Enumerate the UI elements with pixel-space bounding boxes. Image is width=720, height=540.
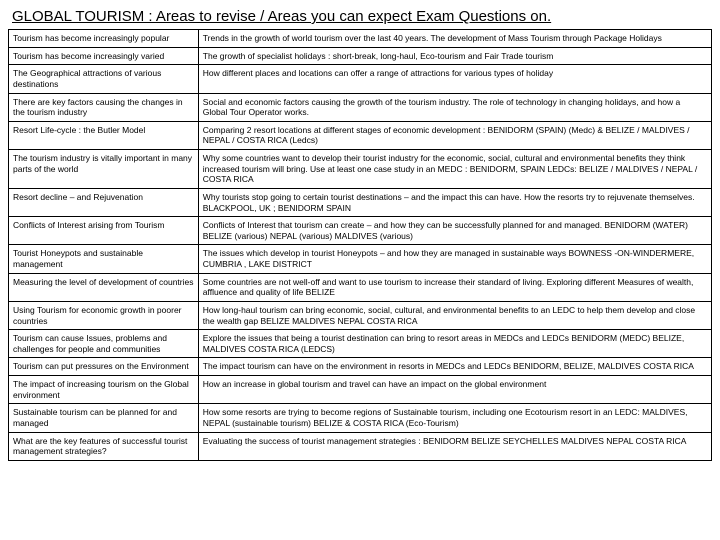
table-row: Tourism has become increasingly popularT… bbox=[9, 30, 712, 48]
table-row: The tourism industry is vitally importan… bbox=[9, 150, 712, 189]
topic-cell: What are the key features of successful … bbox=[9, 432, 199, 460]
table-row: Tourism has become increasingly variedTh… bbox=[9, 47, 712, 65]
table-row: Tourism can put pressures on the Environ… bbox=[9, 358, 712, 376]
detail-cell: Why some countries want to develop their… bbox=[198, 150, 711, 189]
topic-cell: Tourism can cause Issues, problems and c… bbox=[9, 330, 199, 358]
topic-cell: Measuring the level of development of co… bbox=[9, 273, 199, 301]
table-row: Sustainable tourism can be planned for a… bbox=[9, 404, 712, 432]
table-row: Conflicts of Interest arising from Touri… bbox=[9, 217, 712, 245]
detail-cell: The impact tourism can have on the envir… bbox=[198, 358, 711, 376]
topic-cell: The tourism industry is vitally importan… bbox=[9, 150, 199, 189]
topic-cell: Resort Life-cycle : the Butler Model bbox=[9, 121, 199, 149]
detail-cell: The issues which develop in tourist Hone… bbox=[198, 245, 711, 273]
topic-cell: Using Tourism for economic growth in poo… bbox=[9, 301, 199, 329]
topic-cell: Tourism can put pressures on the Environ… bbox=[9, 358, 199, 376]
table-row: Measuring the level of development of co… bbox=[9, 273, 712, 301]
detail-cell: How long-haul tourism can bring economic… bbox=[198, 301, 711, 329]
detail-cell: The growth of specialist holidays : shor… bbox=[198, 47, 711, 65]
table-row: The impact of increasing tourism on the … bbox=[9, 376, 712, 404]
detail-cell: How an increase in global tourism and tr… bbox=[198, 376, 711, 404]
detail-cell: Trends in the growth of world tourism ov… bbox=[198, 30, 711, 48]
topic-cell: Conflicts of Interest arising from Touri… bbox=[9, 217, 199, 245]
detail-cell: Some countries are not well-off and want… bbox=[198, 273, 711, 301]
detail-cell: Evaluating the success of tourist manage… bbox=[198, 432, 711, 460]
topic-cell: Tourism has become increasingly varied bbox=[9, 47, 199, 65]
detail-cell: How different places and locations can o… bbox=[198, 65, 711, 93]
table-row: There are key factors causing the change… bbox=[9, 93, 712, 121]
topic-cell: There are key factors causing the change… bbox=[9, 93, 199, 121]
detail-cell: How some resorts are trying to become re… bbox=[198, 404, 711, 432]
detail-cell: Conflicts of Interest that tourism can c… bbox=[198, 217, 711, 245]
topic-cell: Tourism has become increasingly popular bbox=[9, 30, 199, 48]
table-row: Resort Life-cycle : the Butler ModelComp… bbox=[9, 121, 712, 149]
table-row: Using Tourism for economic growth in poo… bbox=[9, 301, 712, 329]
page-title: GLOBAL TOURISM : Areas to revise / Areas… bbox=[12, 8, 712, 25]
detail-cell: Social and economic factors causing the … bbox=[198, 93, 711, 121]
table-row: What are the key features of successful … bbox=[9, 432, 712, 460]
revision-table: Tourism has become increasingly popularT… bbox=[8, 29, 712, 461]
table-row: The Geographical attractions of various … bbox=[9, 65, 712, 93]
topic-cell: Tourist Honeypots and sustainable manage… bbox=[9, 245, 199, 273]
topic-cell: The Geographical attractions of various … bbox=[9, 65, 199, 93]
topic-cell: Sustainable tourism can be planned for a… bbox=[9, 404, 199, 432]
topic-cell: Resort decline – and Rejuvenation bbox=[9, 188, 199, 216]
topic-cell: The impact of increasing tourism on the … bbox=[9, 376, 199, 404]
detail-cell: Explore the issues that being a tourist … bbox=[198, 330, 711, 358]
table-row: Resort decline – and RejuvenationWhy tou… bbox=[9, 188, 712, 216]
table-row: Tourist Honeypots and sustainable manage… bbox=[9, 245, 712, 273]
table-row: Tourism can cause Issues, problems and c… bbox=[9, 330, 712, 358]
detail-cell: Comparing 2 resort locations at differen… bbox=[198, 121, 711, 149]
detail-cell: Why tourists stop going to certain touri… bbox=[198, 188, 711, 216]
